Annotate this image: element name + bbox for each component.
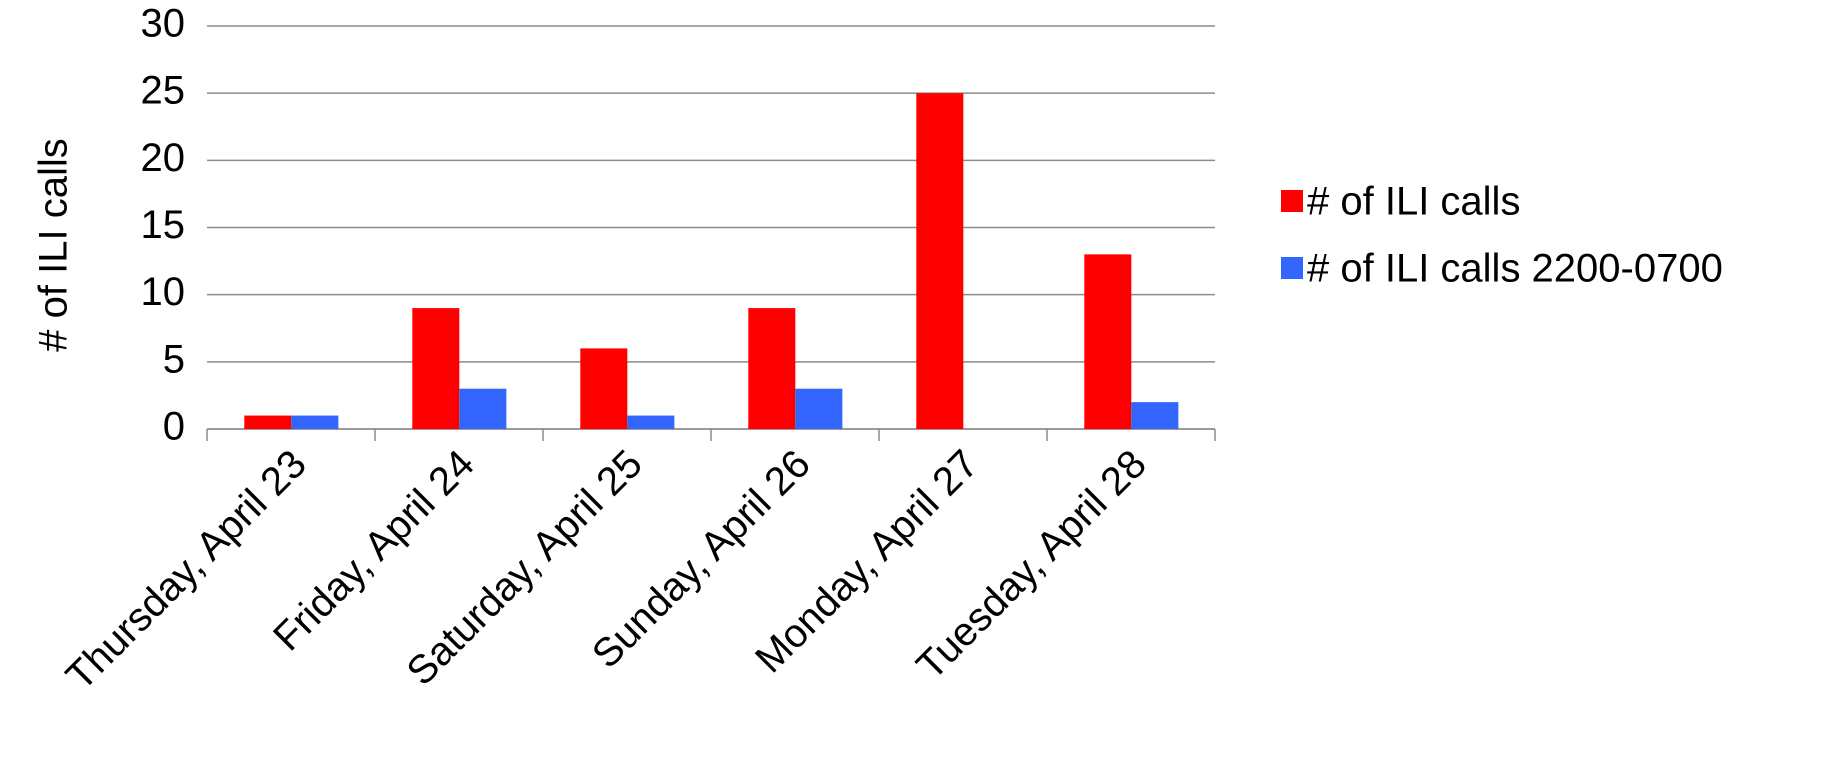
y-tick-label: 25 xyxy=(141,69,186,113)
legend-swatch xyxy=(1281,190,1303,212)
y-tick-label: 20 xyxy=(141,136,186,180)
bar xyxy=(916,93,964,430)
y-tick-label: 30 xyxy=(141,2,186,46)
x-tick-label: Thursday, April 23 xyxy=(58,442,315,699)
legend-swatch xyxy=(1281,257,1303,279)
bar xyxy=(244,415,292,429)
bar xyxy=(627,415,675,429)
bar xyxy=(291,415,339,429)
y-tick-label: 10 xyxy=(141,270,186,314)
bar xyxy=(795,388,843,429)
y-tick-label: 15 xyxy=(141,203,186,247)
bar xyxy=(1131,402,1179,429)
y-tick-label: 5 xyxy=(163,337,185,381)
y-axis-label: # of ILI calls xyxy=(32,138,76,351)
legend-label: # of ILI calls xyxy=(1307,180,1520,224)
bar xyxy=(412,308,460,429)
bar xyxy=(748,308,796,429)
y-tick-label: 0 xyxy=(163,405,185,449)
legend-label: # of ILI calls 2200-0700 xyxy=(1307,247,1723,291)
bar xyxy=(580,348,628,429)
bar xyxy=(1084,254,1132,429)
bar xyxy=(459,388,507,429)
